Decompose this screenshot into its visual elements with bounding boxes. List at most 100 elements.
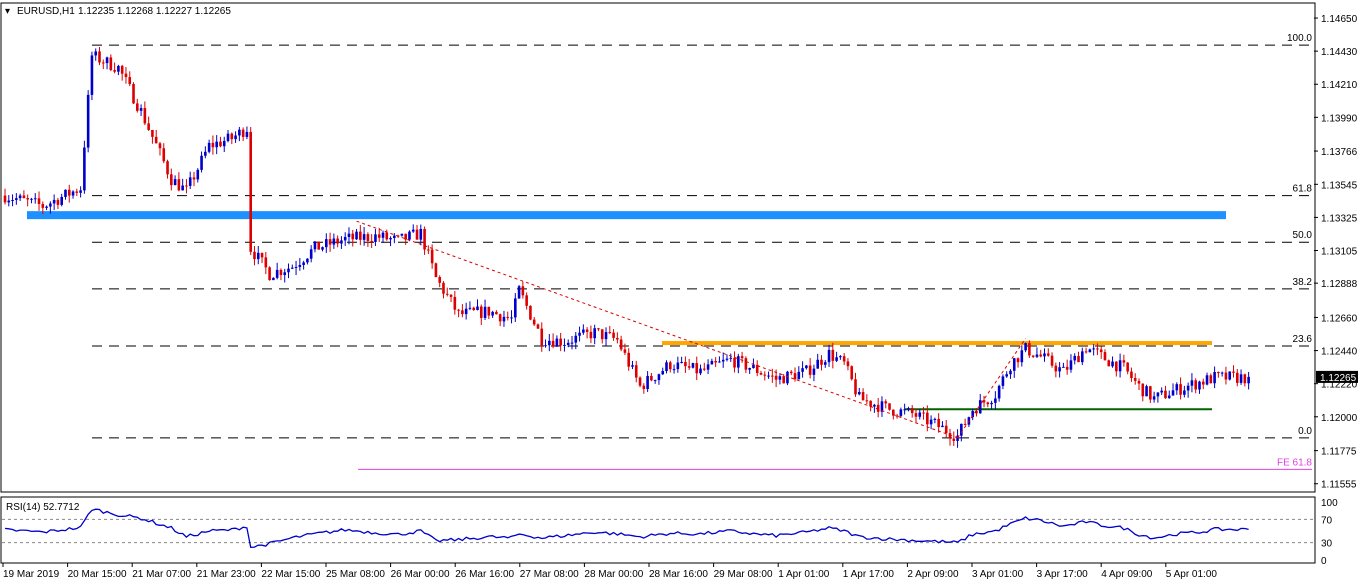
bear-candle-body: [415, 229, 419, 240]
bull-candle-body: [827, 349, 831, 363]
bull-candle-body: [1190, 380, 1194, 386]
x-tick-label: 1 Apr 01:00: [778, 569, 830, 580]
rsi-tick-label: 100: [1321, 498, 1338, 509]
bull-candle-body: [502, 316, 506, 322]
bull-candle-body: [899, 409, 903, 416]
bear-candle-body: [922, 412, 925, 414]
bear-candle-body: [219, 141, 222, 147]
y-tick-label: 1.13766: [1321, 147, 1358, 158]
bear-candle-body: [1107, 360, 1111, 367]
rsi-tick-label: 0: [1321, 556, 1327, 567]
rsi-line: [4, 508, 1249, 548]
bear-candle-body: [479, 306, 483, 318]
bear-candle-body: [616, 337, 619, 340]
bull-candle-body: [1239, 374, 1243, 383]
bear-candle-body: [1046, 353, 1050, 356]
bear-candle-body: [1016, 358, 1020, 363]
bull-candle-body: [30, 198, 33, 200]
bear-candle-body: [434, 263, 438, 278]
bear-candle-body: [642, 385, 646, 390]
bull-candle-body: [90, 55, 94, 95]
bull-candle-body: [306, 258, 309, 263]
bull-candle-body: [778, 376, 782, 380]
bear-candle-body: [177, 179, 181, 191]
bear-candle-body: [1126, 362, 1129, 372]
bull-candle-body: [1092, 348, 1095, 350]
bear-candle-body: [846, 361, 850, 367]
current-price-tag: 1.12265: [1316, 370, 1358, 384]
bull-candle-body: [737, 356, 740, 368]
rsi-tick-label: 30: [1321, 539, 1333, 550]
bull-candle-body: [823, 362, 827, 365]
bull-candle-body: [816, 359, 819, 369]
bull-candle-body: [283, 272, 287, 276]
x-tick-label: 28 Mar 00:00: [584, 569, 643, 580]
bear-candle-body: [1103, 352, 1107, 361]
bull-candle-body: [234, 135, 237, 140]
y-tick-label: 1.12440: [1321, 347, 1358, 358]
bull-candle-body: [1088, 349, 1092, 353]
bull-candle-body: [835, 357, 838, 361]
bear-candle-body: [1099, 349, 1103, 353]
bear-candle-body: [113, 69, 116, 72]
bear-candle-body: [1096, 348, 1099, 350]
bear-candle-body: [241, 129, 245, 137]
bull-candle-body: [646, 375, 649, 390]
ohlc-readout: 1.12235 1.12268 1.12227 1.12265: [78, 6, 231, 17]
bull-candle-body: [105, 57, 109, 64]
bull-candle-body: [181, 185, 184, 191]
bull-candle-body: [196, 169, 200, 180]
bull-candle-body: [215, 141, 218, 148]
bull-candle-body: [767, 375, 770, 377]
bear-candle-body: [366, 234, 370, 241]
bear-candle-body: [1039, 354, 1043, 357]
fibonacci-levels: 100.0 61.8 50.0 38.2 23.6 0.0 FE 61.8: [92, 33, 1312, 470]
bull-candle-body: [748, 368, 751, 370]
bear-candle-body: [627, 352, 630, 367]
chart-menu-arrow[interactable]: ▾: [5, 6, 10, 17]
x-tick-label: 29 Mar 08:00: [714, 569, 773, 580]
bear-candle-body: [650, 375, 653, 381]
bear-candle-body: [154, 136, 158, 144]
bear-candle-body: [495, 311, 498, 315]
bear-candle-body: [442, 282, 445, 294]
bull-candle-body: [956, 435, 959, 441]
bull-candle-body: [1205, 375, 1209, 385]
bear-candle-body: [668, 362, 672, 370]
bear-candle-body: [147, 123, 150, 130]
bear-candle-body: [612, 332, 615, 338]
bear-candle-body: [192, 177, 196, 180]
candlesticks: [3, 47, 1250, 448]
bull-candle-body: [64, 189, 67, 197]
bear-candle-body: [808, 365, 812, 375]
bear-candle-body: [687, 366, 691, 368]
bear-candle-body: [948, 433, 952, 439]
bear-candle-body: [487, 306, 491, 316]
bull-candle-body: [15, 198, 18, 201]
bull-candle-body: [18, 195, 22, 199]
bear-candle-body: [884, 401, 888, 404]
bull-candle-body: [83, 147, 86, 191]
bull-candle-body: [653, 380, 657, 382]
bull-candle-body: [1171, 390, 1175, 396]
bear-candle-body: [771, 375, 774, 377]
x-tick-label: 26 Mar 00:00: [391, 569, 450, 580]
bull-candle-body: [1220, 372, 1224, 374]
bull-candle-body: [117, 65, 120, 72]
bear-candle-body: [529, 305, 532, 320]
bear-candle-body: [733, 357, 736, 368]
bear-candle-body: [170, 174, 173, 186]
bear-candle-body: [264, 257, 268, 268]
bull-candle-body: [857, 391, 861, 395]
rsi-indicator: 100 70 30 0: [2, 498, 1338, 567]
bear-candle-body: [1031, 355, 1035, 357]
orange-resistance-line: [662, 341, 1212, 346]
bear-candle-body: [377, 234, 381, 238]
bull-candle-body: [464, 308, 468, 315]
bear-candle-body: [1115, 361, 1118, 372]
bull-candle-body: [256, 252, 260, 260]
bear-candle-body: [525, 295, 528, 306]
bull-candle-body: [786, 371, 789, 384]
bull-candle-body: [468, 307, 472, 309]
